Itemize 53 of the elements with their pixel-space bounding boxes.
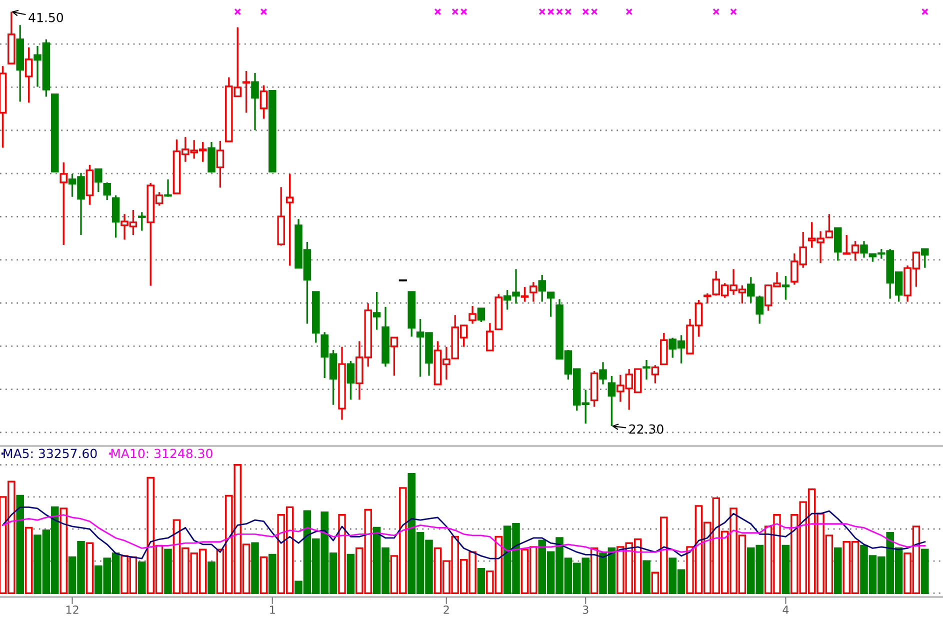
bar bbox=[590, 547, 598, 594]
candlestick bbox=[538, 274, 546, 303]
bar bbox=[208, 562, 216, 594]
x-tick-label: 1 bbox=[270, 606, 275, 614]
candlestick bbox=[530, 281, 538, 303]
x-tick-label: 3 bbox=[582, 606, 588, 614]
bar bbox=[260, 556, 268, 594]
x-tick-label: 4 bbox=[782, 606, 789, 614]
legend-label: MA10: 31248.30 bbox=[111, 448, 212, 458]
candlestick bbox=[338, 346, 346, 421]
candlestick bbox=[651, 364, 660, 384]
annotation: 41.50 bbox=[28, 12, 64, 22]
candlestick bbox=[242, 70, 250, 114]
candlestick bbox=[346, 360, 355, 401]
candlestick bbox=[251, 72, 259, 131]
candlestick bbox=[286, 173, 294, 267]
bar bbox=[164, 548, 172, 594]
candlestick bbox=[138, 211, 146, 232]
candlestick bbox=[372, 291, 381, 331]
bar bbox=[338, 514, 346, 594]
candlestick bbox=[747, 276, 755, 304]
candlestick bbox=[468, 305, 476, 325]
candlestick bbox=[216, 140, 224, 188]
annotation: 22.30 bbox=[629, 424, 664, 434]
bar bbox=[60, 508, 68, 594]
candlestick bbox=[16, 24, 24, 103]
candlestick bbox=[590, 370, 598, 408]
candlestick bbox=[24, 46, 33, 104]
candlestick bbox=[164, 178, 172, 198]
bar bbox=[86, 542, 94, 594]
bar bbox=[138, 562, 146, 594]
bar bbox=[24, 526, 33, 594]
candlestick bbox=[756, 294, 764, 325]
bar bbox=[642, 560, 650, 594]
bar bbox=[346, 554, 355, 594]
bar bbox=[782, 544, 790, 594]
candlestick bbox=[382, 306, 390, 368]
candlestick bbox=[60, 161, 68, 246]
bar bbox=[16, 494, 24, 594]
legend-label: MA5: 33257.60 bbox=[4, 448, 97, 458]
bar bbox=[251, 542, 259, 594]
candlestick bbox=[86, 164, 94, 206]
x-tick-label: 12 bbox=[66, 606, 78, 614]
candlestick bbox=[599, 361, 607, 386]
candlestick bbox=[103, 182, 111, 201]
bar bbox=[921, 548, 929, 594]
bar bbox=[834, 547, 842, 594]
candlestick bbox=[260, 84, 268, 120]
bar bbox=[477, 568, 486, 594]
x-tick-label: 2 bbox=[444, 606, 449, 614]
candlestick bbox=[208, 141, 216, 174]
candlestick bbox=[0, 65, 7, 148]
bar bbox=[268, 554, 276, 594]
